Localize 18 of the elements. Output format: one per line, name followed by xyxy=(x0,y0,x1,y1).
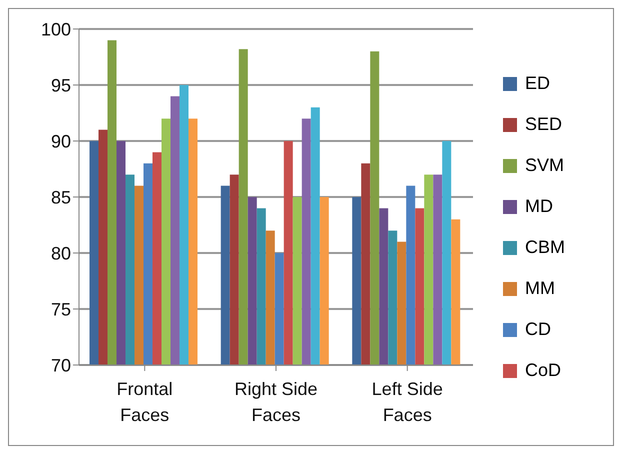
legend-label: CBM xyxy=(525,237,565,258)
y-tick-label: 80 xyxy=(50,243,71,264)
legend-label: SVM xyxy=(525,155,564,176)
legend-label: ED xyxy=(525,73,550,94)
legend-label: CoD xyxy=(525,360,562,381)
x-tick-label: Right Side Faces xyxy=(234,379,318,425)
y-tick-label: 70 xyxy=(50,355,71,376)
legend-label: MM xyxy=(525,278,555,299)
y-tick-label: 95 xyxy=(50,75,71,96)
x-tick-label: Left Side Faces xyxy=(372,379,443,425)
y-tick-label: 100 xyxy=(40,19,71,40)
x-tick-label: Frontal Faces xyxy=(116,379,173,425)
y-tick-label: 90 xyxy=(50,131,71,152)
legend-label: CD xyxy=(525,319,551,340)
y-tick-label: 85 xyxy=(50,187,71,208)
legend-label: SED xyxy=(525,114,562,135)
legend-label: MD xyxy=(525,196,553,217)
y-tick-label: 75 xyxy=(50,299,71,320)
